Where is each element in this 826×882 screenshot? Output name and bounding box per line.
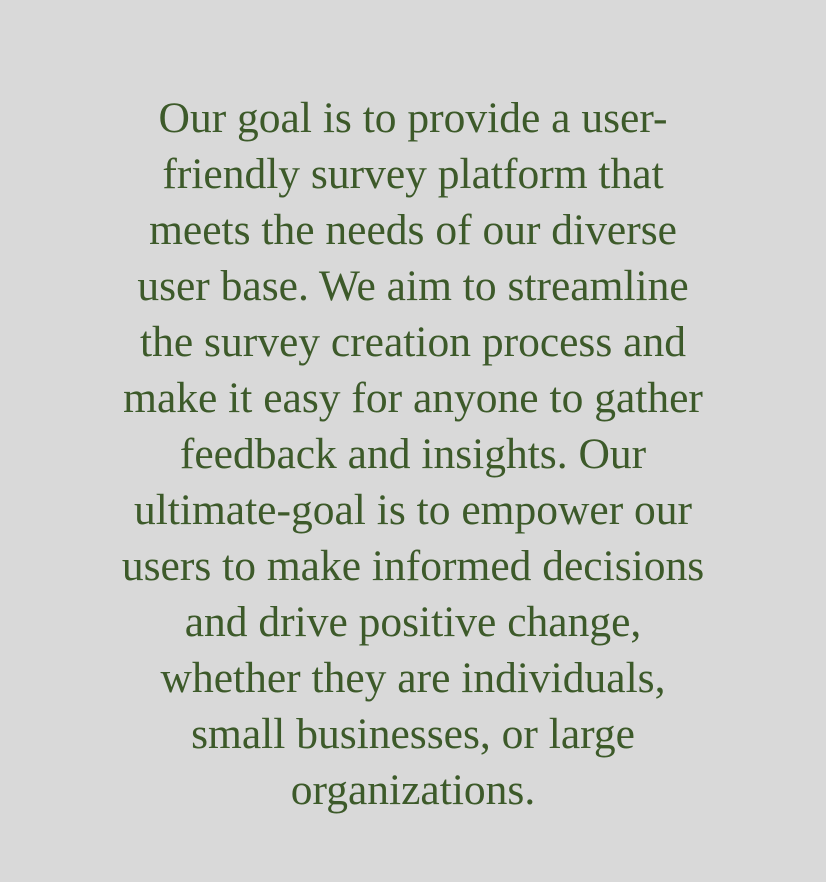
mission-statement: Our goal is to provide a user- friendly …: [80, 90, 746, 818]
mission-line: Our goal is to provide a user-: [158, 94, 668, 142]
mission-line: and drive positive change,: [184, 598, 642, 646]
mission-line: feedback and insights. Our: [179, 430, 647, 478]
mission-line: users to make informed decisions: [121, 542, 705, 590]
mission-line: organizations.: [290, 766, 536, 814]
mission-line: make it easy for anyone to gather: [123, 374, 703, 422]
mission-line: small businesses, or large: [191, 710, 635, 758]
mission-line: the survey creation process and: [140, 318, 686, 366]
mission-line: whether they are individuals,: [160, 654, 666, 702]
mission-line: meets the needs of our diverse: [149, 206, 677, 254]
mission-line: friendly survey platform that: [162, 150, 664, 198]
mission-line: user base. We aim to streamline: [137, 262, 689, 310]
mission-line: ultimate-goal is to empower our: [133, 486, 693, 534]
